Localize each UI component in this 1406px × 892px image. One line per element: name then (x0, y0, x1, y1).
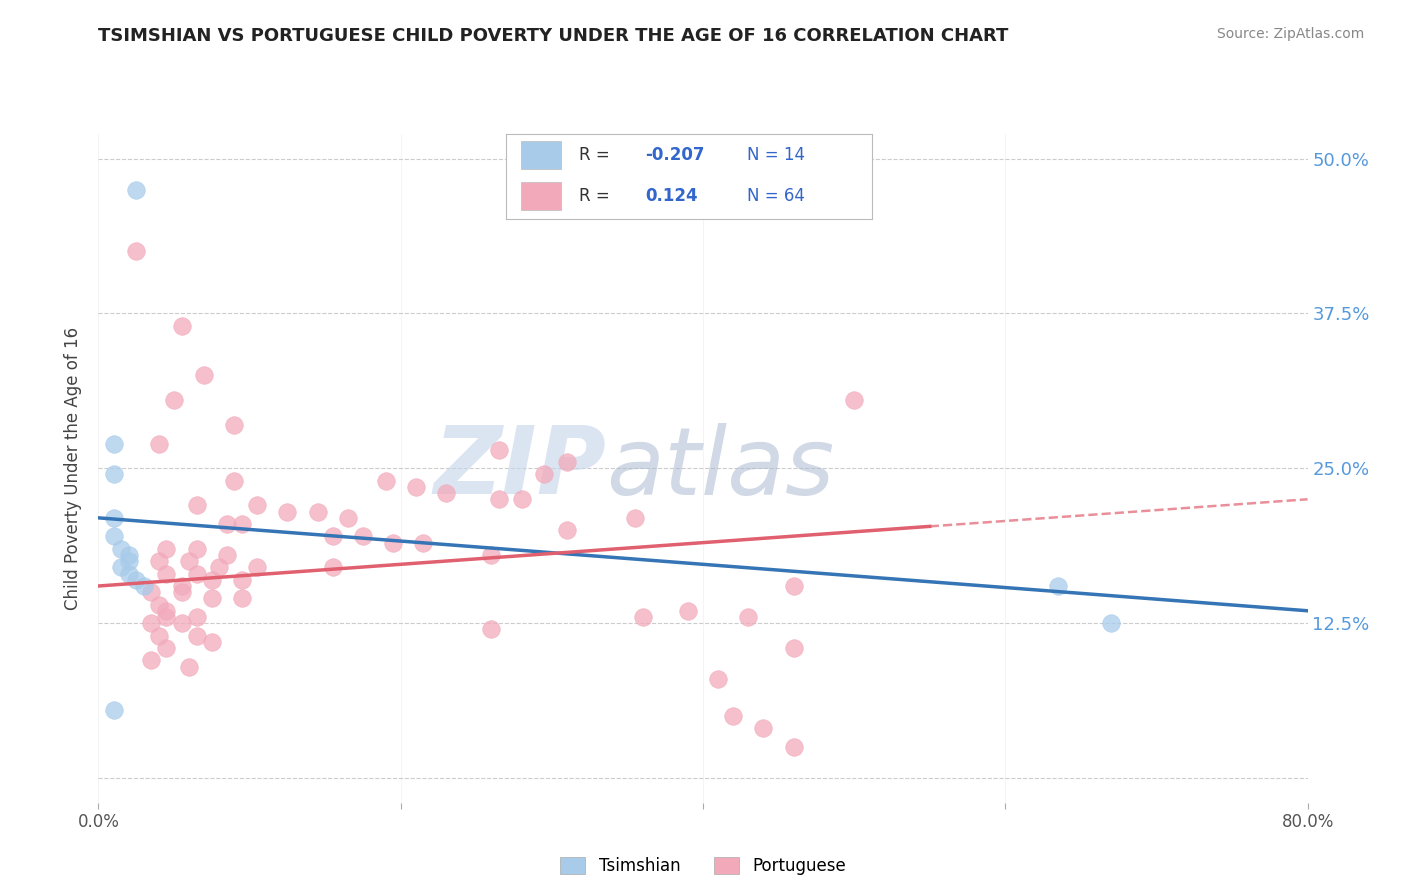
Point (103, 703, 125, 717)
Point (510, 492, 533, 507)
Point (141, 585, 163, 599)
Legend: Tsimshian, Portuguese: Tsimshian, Portuguese (554, 850, 852, 881)
Point (155, 610, 177, 624)
Point (322, 560, 344, 574)
Point (231, 591, 253, 606)
Point (118, 566, 141, 581)
Point (382, 535, 405, 549)
Text: TSIMSHIAN VS PORTUGUESE CHILD POVERTY UNDER THE AGE OF 16 CORRELATION CHART: TSIMSHIAN VS PORTUGUESE CHILD POVERTY UN… (98, 27, 1008, 45)
Point (352, 529, 374, 543)
Point (215, 517, 238, 532)
Point (434, 486, 457, 500)
Point (110, 541, 132, 556)
Text: N = 64: N = 64 (748, 187, 806, 205)
Point (148, 598, 170, 612)
Point (148, 629, 170, 643)
Point (179, 554, 201, 568)
Point (737, 610, 759, 624)
Point (186, 541, 208, 556)
Point (533, 467, 555, 482)
Point (179, 659, 201, 673)
Point (783, 640, 806, 655)
Point (481, 548, 503, 562)
Point (155, 566, 177, 581)
Point (163, 393, 186, 408)
Point (322, 529, 344, 543)
Text: R =: R = (579, 187, 620, 205)
Point (186, 629, 208, 643)
Point (155, 640, 177, 655)
FancyBboxPatch shape (520, 182, 561, 211)
Point (631, 610, 654, 624)
Point (488, 492, 510, 507)
Point (208, 560, 231, 574)
Point (155, 604, 177, 618)
Point (723, 709, 745, 723)
FancyBboxPatch shape (520, 142, 561, 169)
Point (141, 653, 163, 667)
Point (125, 244, 148, 259)
Point (103, 529, 125, 543)
Point (783, 740, 806, 755)
Point (707, 672, 730, 686)
Point (374, 474, 396, 488)
Point (103, 436, 125, 450)
Point (336, 511, 359, 525)
Point (405, 480, 427, 494)
Point (103, 511, 125, 525)
Point (186, 566, 208, 581)
Point (170, 616, 193, 631)
Text: -0.207: -0.207 (645, 146, 704, 164)
Text: 0.124: 0.124 (645, 187, 697, 205)
Y-axis label: Child Poverty Under the Age of 16: Child Poverty Under the Age of 16 (65, 326, 83, 610)
Point (412, 535, 434, 549)
Point (231, 517, 253, 532)
Point (103, 467, 125, 482)
Point (118, 548, 141, 562)
Point (110, 560, 132, 574)
Point (170, 579, 193, 593)
Point (170, 318, 193, 333)
Point (186, 610, 208, 624)
Point (276, 505, 298, 519)
Point (201, 573, 224, 587)
Text: atlas: atlas (606, 423, 835, 514)
Point (783, 579, 806, 593)
Point (155, 541, 177, 556)
Point (231, 573, 253, 587)
Text: ZIP: ZIP (433, 422, 606, 515)
Point (246, 499, 269, 513)
Point (132, 579, 155, 593)
Point (246, 560, 269, 574)
Point (148, 436, 170, 450)
Point (488, 442, 510, 457)
Point (1099, 616, 1122, 631)
Point (125, 183, 148, 197)
Text: Source: ZipAtlas.com: Source: ZipAtlas.com (1216, 27, 1364, 41)
Point (186, 499, 208, 513)
Point (1047, 579, 1070, 593)
Point (676, 604, 699, 618)
Point (201, 591, 224, 606)
Point (201, 634, 224, 648)
Point (844, 393, 866, 408)
Point (481, 623, 503, 637)
Point (118, 554, 141, 568)
Point (125, 573, 148, 587)
Text: N = 14: N = 14 (748, 146, 806, 164)
Point (624, 511, 647, 525)
Point (215, 548, 238, 562)
Point (224, 417, 246, 432)
Point (307, 505, 329, 519)
Point (170, 585, 193, 599)
Point (141, 616, 163, 631)
Point (555, 455, 578, 469)
Point (193, 368, 215, 383)
Text: R =: R = (579, 146, 616, 164)
Point (752, 722, 775, 736)
Point (555, 523, 578, 537)
Point (148, 554, 170, 568)
Point (224, 474, 246, 488)
